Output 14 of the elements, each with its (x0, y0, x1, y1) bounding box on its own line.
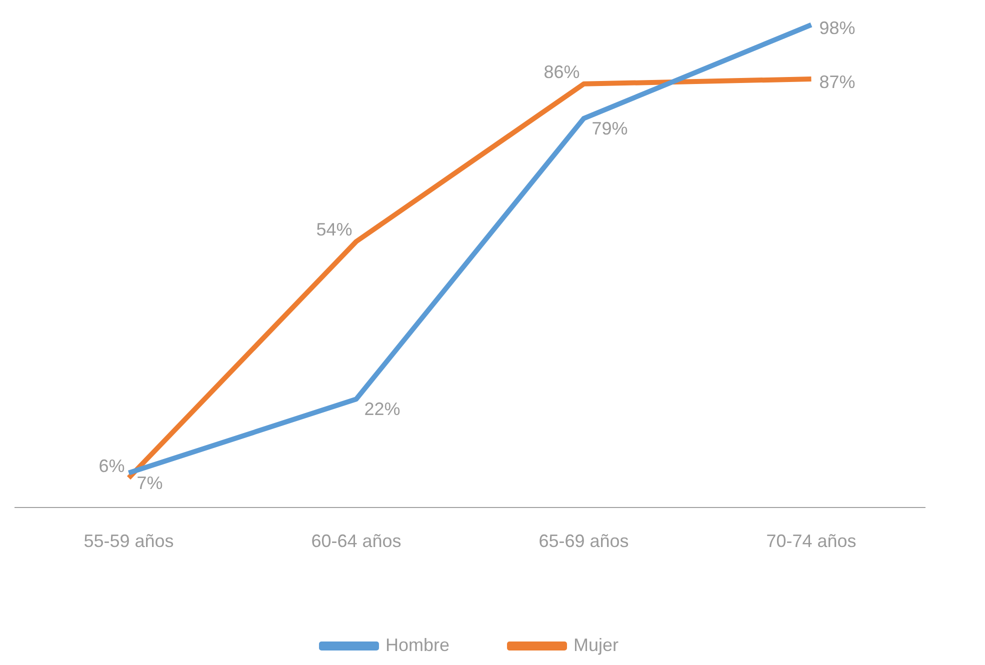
data-label: 98% (819, 18, 856, 38)
x-tick-label: 55-59 años (84, 531, 174, 552)
data-label: 54% (316, 219, 352, 240)
data-label: 22% (364, 399, 400, 420)
data-label: 86% (544, 62, 580, 82)
data-label: 7% (136, 472, 163, 493)
x-tick-label: 60-64 años (311, 531, 402, 552)
data-label: 87% (819, 72, 856, 92)
x-tick-label: 70-74 años (766, 531, 856, 552)
legend-label: Mujer (574, 634, 619, 655)
legend-label: Hombre (385, 634, 450, 655)
data-label: 79% (592, 118, 628, 138)
data-label: 6% (98, 456, 125, 476)
x-tick-label: 65-69 años (538, 531, 629, 552)
